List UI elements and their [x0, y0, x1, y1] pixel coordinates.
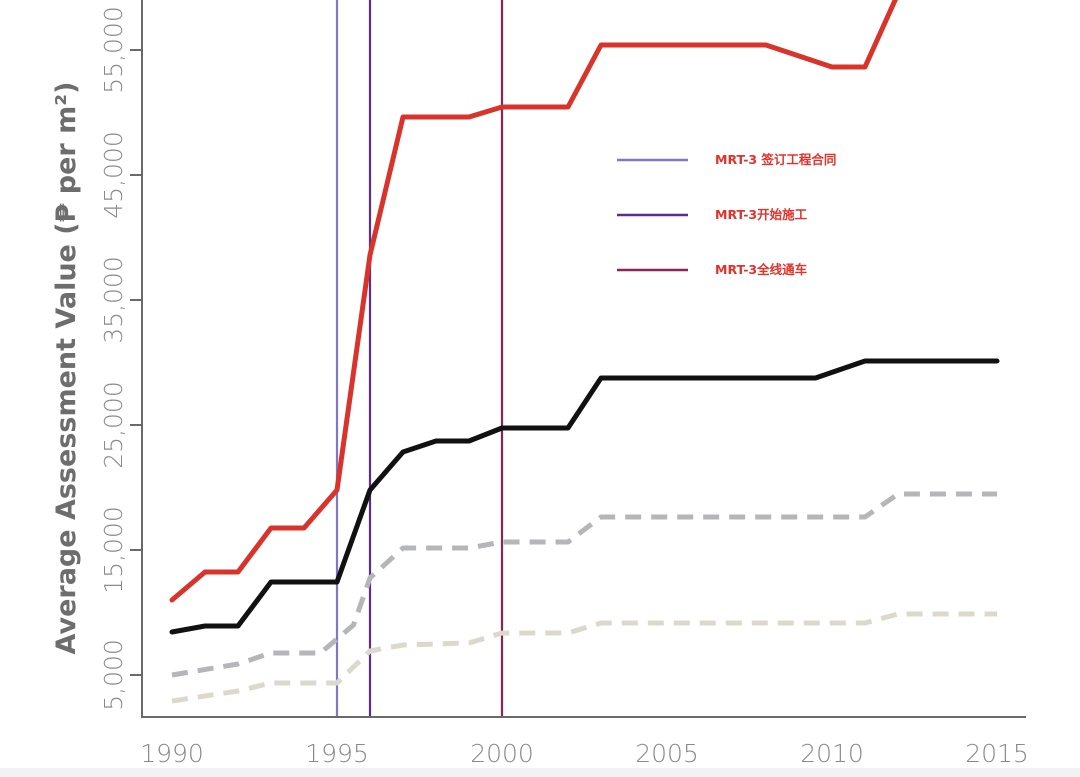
- x-tick-label: 2005: [635, 739, 699, 768]
- x-tick-label: 1990: [140, 739, 204, 768]
- x-ticks: 1990 1995 2000 2005 2010 2015: [140, 739, 1029, 768]
- event-lines: [335, 0, 504, 717]
- y-tick-label: 25,000: [99, 381, 128, 468]
- y-tick-label: 35,000: [99, 256, 128, 343]
- bottom-strip: [0, 768, 1080, 777]
- y-tick-label: 45,000: [99, 131, 128, 218]
- x-tick-label: 2015: [965, 739, 1029, 768]
- legend-label: MRT-3 签订工程合同: [715, 152, 836, 167]
- legend: MRT-3 签订工程合同 MRT-3开始施工 MRT-3全线通车: [617, 152, 836, 277]
- y-tick-label: 5,000: [99, 639, 128, 711]
- series-line-black: [169, 358, 1000, 635]
- series-group: [169, 0, 1000, 704]
- x-tick-label: 2010: [800, 739, 864, 768]
- legend-label: MRT-3开始施工: [715, 207, 808, 222]
- y-tick-label: 55,000: [99, 6, 128, 93]
- series-line-gray-dashed: [171, 491, 997, 678]
- series-line-beige-dashed: [171, 611, 997, 704]
- x-tick-label: 1995: [305, 739, 369, 768]
- y-axis-label: Average Assessment Value (₱ per m²): [51, 82, 82, 655]
- series-line-red: [169, 0, 898, 603]
- y-ticks: 5,000 15,000 25,000 35,000 45,000 55,000: [99, 6, 142, 711]
- y-tick-label: 15,000: [99, 506, 128, 593]
- legend-label: MRT-3全线通车: [715, 262, 808, 277]
- x-tick-label: 2000: [470, 739, 534, 768]
